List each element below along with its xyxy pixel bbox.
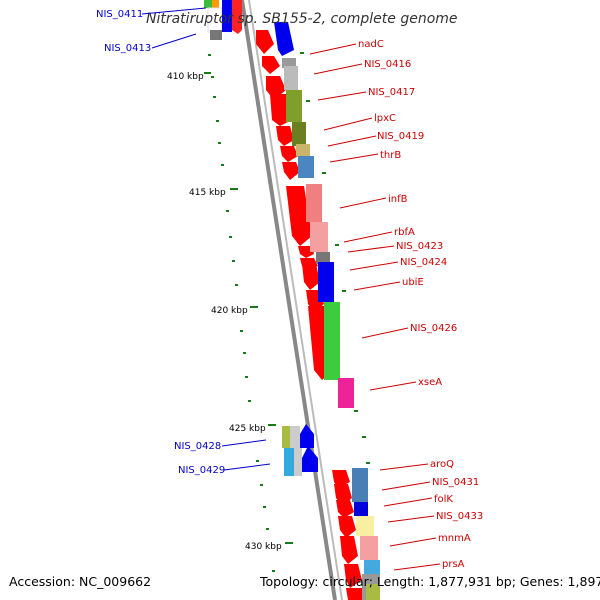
gene-label-NIS_0423[interactable]: NIS_0423 bbox=[396, 241, 443, 252]
tick-label-420: 420 kbp bbox=[211, 306, 248, 316]
gene-label-NIS_0416[interactable]: NIS_0416 bbox=[364, 59, 411, 70]
gene-label-lpxC[interactable]: lpxC bbox=[374, 113, 396, 124]
gene-label-NIS_0411[interactable]: NIS_0411 bbox=[96, 9, 143, 20]
gene-label-NIS_0413[interactable]: NIS_0413 bbox=[104, 43, 151, 54]
map-title: Nitratiruptor sp. SB155-2, complete geno… bbox=[146, 11, 458, 27]
gene-label-NIS_0428[interactable]: NIS_0428 bbox=[174, 441, 221, 452]
reverse-genes bbox=[282, 424, 318, 476]
gene-label-NIS_0424[interactable]: NIS_0424 bbox=[400, 257, 447, 268]
gene-label-prsA[interactable]: prsA bbox=[442, 559, 465, 570]
gene-label-xseA[interactable]: xseA bbox=[418, 377, 442, 388]
gene-label-ubiE[interactable]: ubiE bbox=[402, 277, 424, 288]
ruler-track bbox=[204, 54, 293, 572]
gene-label-folK[interactable]: folK bbox=[434, 494, 453, 505]
gene-label-thrB[interactable]: thrB bbox=[380, 150, 401, 161]
cds-arrows bbox=[256, 30, 364, 600]
gene-label-mnmA[interactable]: mnmA bbox=[438, 533, 471, 544]
gene-label-NIS_0417[interactable]: NIS_0417 bbox=[368, 87, 415, 98]
forward-gene-labels bbox=[309, 43, 441, 571]
gene-label-aroQ[interactable]: aroQ bbox=[430, 459, 454, 470]
tick-label-415: 415 kbp bbox=[189, 188, 226, 198]
tick-label-425: 425 kbp bbox=[229, 424, 266, 434]
gene-label-nadC[interactable]: nadC bbox=[358, 39, 384, 50]
feature-blocks-top bbox=[204, 0, 242, 40]
accession-text: Accession: NC_009662 bbox=[9, 574, 151, 589]
gene-label-NIS_0426[interactable]: NIS_0426 bbox=[410, 323, 457, 334]
gene-label-rbfA[interactable]: rbfA bbox=[394, 227, 415, 238]
gene-label-NIS_0431[interactable]: NIS_0431 bbox=[432, 477, 479, 488]
gene-label-infB[interactable]: infB bbox=[388, 194, 408, 205]
tick-label-410: 410 kbp bbox=[167, 72, 204, 82]
tick-label-430: 430 kbp bbox=[245, 542, 282, 552]
reverse-gene-labels bbox=[141, 7, 271, 471]
topology-text: Topology: circular; Length: 1,877,931 bp… bbox=[259, 574, 600, 589]
gene-label-NIS_0419[interactable]: NIS_0419 bbox=[377, 131, 424, 142]
gene-label-NIS_0429[interactable]: NIS_0429 bbox=[178, 465, 225, 476]
gene-blocks bbox=[274, 22, 380, 600]
gene-label-NIS_0433[interactable]: NIS_0433 bbox=[436, 511, 483, 522]
backbone bbox=[240, 0, 343, 600]
